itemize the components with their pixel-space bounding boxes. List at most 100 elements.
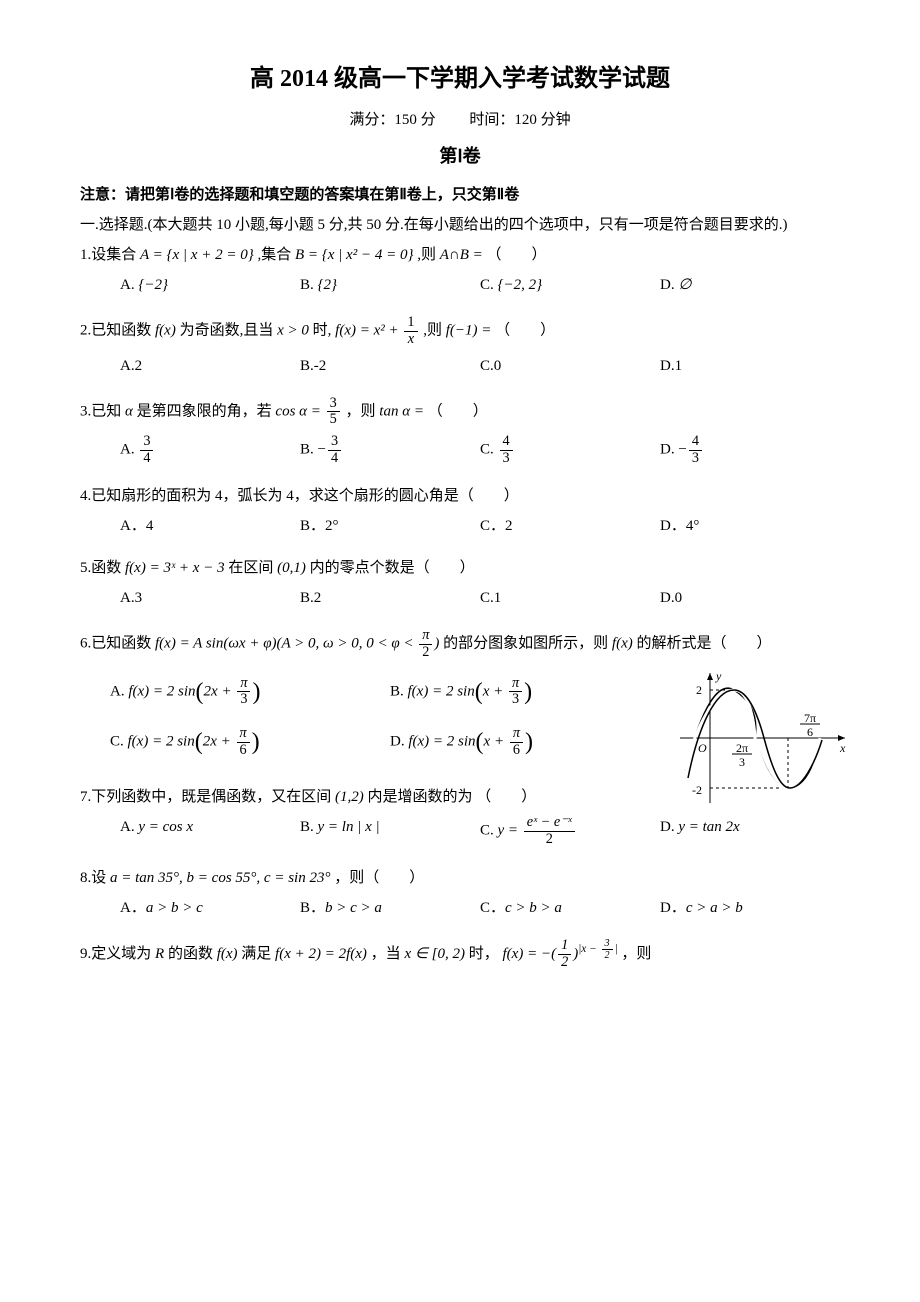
question-9: 9.定义域为 R 的函数 f(x) 满足 f(x + 2) = 2f(x) ，当…: [80, 938, 840, 971]
q7-pre: 7.下列函数中，既是偶函数，又在区间: [80, 789, 331, 805]
q1-opt-B: B. {2}: [300, 273, 480, 297]
q5-pre: 5.函数: [80, 560, 121, 576]
section-1-head: 一.选择题.(本大题共 10 小题,每小题 5 分,共 50 分.在每小题给出的…: [80, 213, 840, 237]
svg-text:6: 6: [807, 725, 813, 739]
q3-opt-A: A. 34: [120, 434, 300, 466]
q4-opt-B: B．2°: [300, 514, 480, 538]
q2-fx: f(x): [155, 323, 176, 339]
svg-text:3: 3: [739, 755, 745, 769]
q2-opt-D: D.1: [660, 354, 840, 378]
q9-pre: 9.定义域为: [80, 946, 151, 962]
question-4: 4.已知扇形的面积为 4，弧长为 4，求这个扇形的圆心角是（ ） A．4 B．2…: [80, 484, 840, 538]
q1-setA: A = {x | x + 2 = 0}: [140, 247, 254, 263]
q2-frac: 1x: [404, 315, 417, 347]
exam-meta: 满分：150 分 时间：120 分钟: [80, 108, 840, 132]
q1-mid: ,集合: [257, 247, 291, 263]
q7-opt-A: A. y = cos x: [120, 815, 300, 847]
q6-mid2: 的解析式是（ ）: [637, 636, 772, 652]
part-label: 第Ⅰ卷: [80, 142, 840, 171]
time-limit: 时间：120 分钟: [469, 112, 570, 128]
q9-R: R: [155, 946, 164, 962]
q9-mid2: 满足: [241, 946, 271, 962]
q3-opt-C: C. 43: [480, 434, 660, 466]
full-marks: 满分：150 分: [349, 112, 435, 128]
q3-alpha: α: [125, 403, 133, 419]
question-1: 1.设集合 A = {x | x + 2 = 0} ,集合 B = {x | x…: [80, 243, 840, 297]
q7-opt-B: B. y = ln | x |: [300, 815, 480, 847]
q6-fx: f(x): [612, 636, 633, 652]
q1-pre: 1.设集合: [80, 247, 136, 263]
q1-intersect: A∩B =: [440, 247, 483, 263]
question-6: 6.已知函数 f(x) = A sin(ωx + φ)(A > 0, ω > 0…: [80, 628, 840, 767]
q6-pre: 6.已知函数: [80, 636, 151, 652]
q8-opt-A: A．a > b > c: [120, 896, 300, 920]
q7-interval: (1,2): [335, 789, 364, 805]
q7-post: 内是增函数的为 （ ）: [368, 789, 537, 805]
q3-cos: cos α =: [275, 403, 324, 419]
q1-blank: （ ）: [487, 247, 547, 263]
q5-interval: (0,1): [277, 560, 306, 576]
q9-expr: f(x) = −(12)|x − 32|: [503, 946, 622, 962]
q4-text: 4.已知扇形的面积为 4，弧长为 4，求这个扇形的圆心角是（ ）: [80, 484, 840, 508]
svg-text:y: y: [715, 669, 722, 683]
q7-opt-D: D. y = tan 2x: [660, 815, 840, 847]
q6-opt-C: C. f(x) = 2 sin(2x + π6): [80, 717, 360, 767]
question-5: 5.函数 f(x) = 3ˣ + x − 3 在区间 (0,1) 内的零点个数是…: [80, 556, 840, 610]
q9-mid4: 时，: [469, 946, 499, 962]
q9-dom: x ∈ [0, 2): [404, 946, 465, 962]
q3-opt-B: B. −34: [300, 434, 480, 466]
q1-setB: B = {x | x² − 4 = 0}: [295, 247, 413, 263]
svg-text:7π: 7π: [804, 711, 816, 725]
q2-opt-C: C.0: [480, 354, 660, 378]
notice: 注意：请把第Ⅰ卷的选择题和填空题的答案填在第Ⅱ卷上，只交第Ⅱ卷: [80, 183, 840, 207]
q6-opt-B: B. f(x) = 2 sin(x + π3): [360, 667, 640, 717]
question-7: 7.下列函数中，既是偶函数，又在区间 (1,2) 内是增函数的为 （ ） A. …: [80, 785, 840, 847]
question-2: 2.已知函数 f(x) 为奇函数,且当 x > 0 时, f(x) = x² +…: [80, 315, 840, 377]
page-title: 高 2014 级高一下学期入学考试数学试题: [80, 60, 840, 98]
q3-pre: 3.已知: [80, 403, 121, 419]
q6-expr-post: ): [434, 636, 439, 652]
q5-mid: 在区间: [228, 560, 273, 576]
q4-opt-D: D．4°: [660, 514, 840, 538]
q3-opt-D: D. −43: [660, 434, 840, 466]
q5-expr: f(x) = 3ˣ + x − 3: [125, 560, 225, 576]
q3-mid1: 是第四象限的角，若: [137, 403, 272, 419]
question-3: 3.已知 α 是第四象限的角，若 cos α = 35 ，则 tan α = （…: [80, 396, 840, 467]
q3-blank: （ ）: [428, 403, 488, 419]
q1-opt-C: C. {−2, 2}: [480, 273, 660, 297]
q2-mid3: ,则: [423, 323, 442, 339]
q9-mid1: 的函数: [168, 946, 213, 962]
q5-opt-B: B.2: [300, 586, 480, 610]
q8-post: ，则（ ）: [334, 870, 424, 886]
q2-opt-A: A.2: [120, 354, 300, 378]
q5-post: 内的零点个数是（ ）: [310, 560, 475, 576]
q2-expr: f(x) = x² +: [335, 323, 402, 339]
q2-mid2: 时,: [313, 323, 332, 339]
q6-opt-D: D. f(x) = 2 sin(x + π6): [360, 717, 640, 767]
q9-fx: f(x): [217, 946, 238, 962]
q3-mid2: ，则: [346, 403, 376, 419]
q7-opt-C: C. y = eˣ − e⁻ˣ2: [480, 815, 660, 847]
q8-expr: a = tan 35°, b = cos 55°, c = sin 23°: [110, 870, 330, 886]
q2-eval: f(−1) =: [446, 323, 492, 339]
q8-opt-D: D．c > a > b: [660, 896, 840, 920]
svg-text:O: O: [698, 741, 707, 755]
svg-text:2π: 2π: [736, 741, 748, 755]
q9-post: ，则: [621, 946, 651, 962]
q8-opt-B: B．b > c > a: [300, 896, 480, 920]
question-8: 8.设 a = tan 35°, b = cos 55°, c = sin 23…: [80, 866, 840, 920]
q6-expr-frac: π2: [419, 628, 432, 660]
q8-opt-C: C．c > b > a: [480, 896, 660, 920]
svg-text:x: x: [839, 741, 846, 755]
q2-blank: （ ）: [495, 323, 555, 339]
q2-pre: 2.已知函数: [80, 323, 151, 339]
q2-mid1: 为奇函数,且当: [180, 323, 274, 339]
q3-tan: tan α =: [379, 403, 424, 419]
q1-opt-A: A. {−2}: [120, 273, 300, 297]
q6-expr-pre: f(x) = A sin(ωx + φ)(A > 0, ω > 0, 0 < φ…: [155, 636, 417, 652]
q1-opt-D: D. ∅: [660, 273, 840, 297]
q5-opt-A: A.3: [120, 586, 300, 610]
q5-opt-C: C.1: [480, 586, 660, 610]
svg-text:2: 2: [696, 683, 702, 697]
q1-post: ,则: [417, 247, 436, 263]
